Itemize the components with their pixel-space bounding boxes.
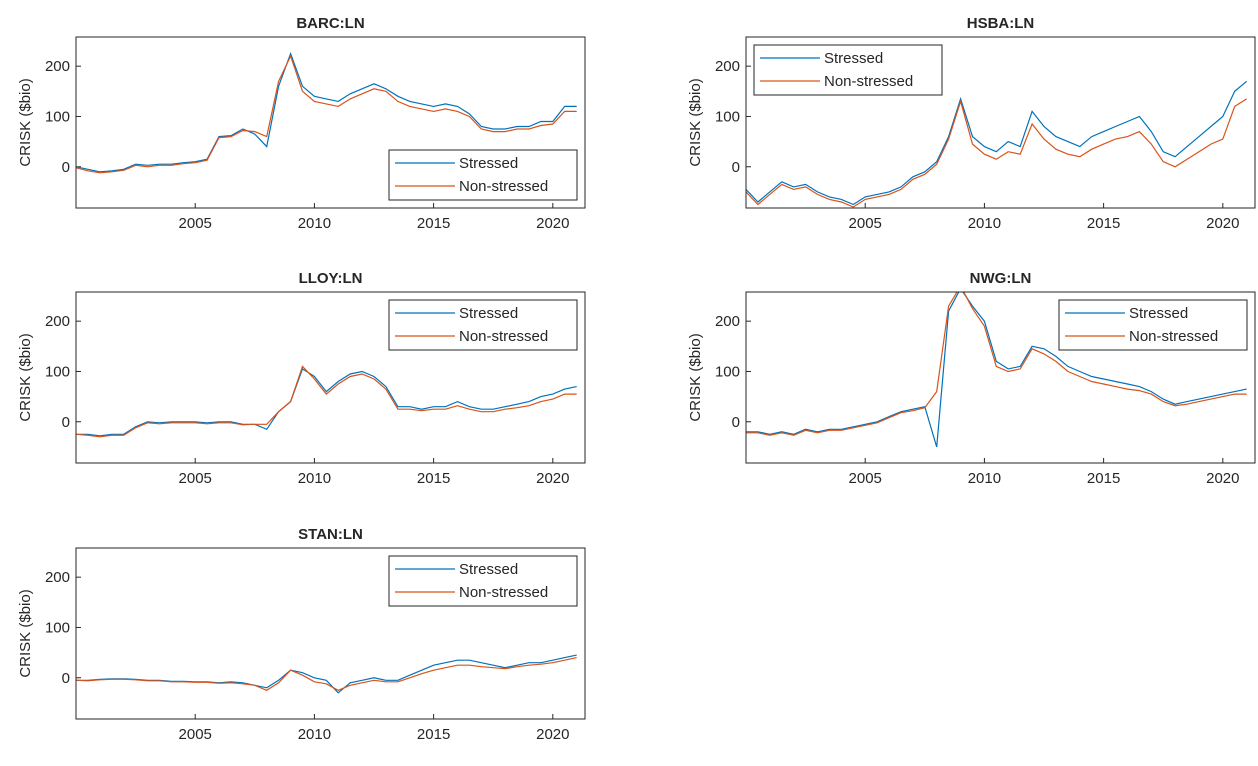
x-tick-label: 2020 — [536, 215, 569, 232]
chart-title: BARC:LN — [296, 15, 364, 32]
legend-label: Stressed — [459, 305, 518, 322]
legend-label: Stressed — [1129, 305, 1188, 322]
y-tick-label: 200 — [715, 313, 740, 330]
legend-box — [388, 555, 578, 607]
x-tick-label: 2020 — [536, 726, 569, 743]
y-tick-label: 100 — [45, 363, 70, 380]
x-tick-label: 2010 — [298, 215, 331, 232]
legend-box — [753, 44, 943, 96]
x-tick-label: 2015 — [1087, 215, 1120, 232]
legend-label: Non-stressed — [459, 328, 548, 345]
y-tick-label: 200 — [715, 58, 740, 75]
legend-label: Non-stressed — [459, 584, 548, 601]
series-line — [746, 98, 1248, 208]
y-tick-label: 0 — [62, 159, 70, 176]
axes-box — [75, 36, 586, 209]
series-line — [76, 367, 577, 437]
x-tick-label: 2015 — [1087, 470, 1120, 487]
x-tick-label: 2010 — [968, 470, 1001, 487]
x-tick-label: 2020 — [1206, 215, 1239, 232]
series-line — [746, 80, 1248, 206]
axes-box — [75, 291, 586, 464]
y-tick-label: 0 — [62, 670, 70, 687]
y-axis-label: CRISK ($bio) — [687, 78, 704, 166]
chart-title: LLOY:LN — [299, 270, 363, 287]
y-tick-label: 0 — [732, 159, 740, 176]
x-tick-label: 2005 — [179, 470, 212, 487]
series-line — [76, 51, 577, 173]
legend-label: Stressed — [459, 155, 518, 172]
series-line — [76, 54, 577, 174]
y-tick-label: 200 — [45, 58, 70, 75]
x-tick-label: 2020 — [1206, 470, 1239, 487]
x-tick-label: 2005 — [179, 726, 212, 743]
chart-title: HSBA:LN — [967, 15, 1035, 32]
y-axis-label: CRISK ($bio) — [17, 589, 34, 677]
legend-box — [388, 149, 578, 201]
y-tick-label: 200 — [45, 569, 70, 586]
y-axis-label: CRISK ($bio) — [687, 333, 704, 421]
x-tick-label: 2015 — [417, 726, 450, 743]
y-tick-label: 100 — [45, 619, 70, 636]
chart-title: STAN:LN — [298, 526, 363, 543]
series-line — [746, 292, 1247, 436]
x-tick-label: 2020 — [536, 470, 569, 487]
series-line — [76, 365, 577, 438]
legend-box — [388, 299, 578, 351]
y-tick-label: 100 — [715, 363, 740, 380]
y-axis-label: CRISK ($bio) — [17, 333, 34, 421]
axes-box — [745, 291, 1256, 464]
x-tick-label: 2015 — [417, 215, 450, 232]
y-tick-label: 100 — [715, 108, 740, 125]
subplot: LLOY:LN CRISK ($bio) 0 100 200 2005 2010 2015 20… — [17, 270, 586, 487]
chart-title: NWG:LN — [970, 270, 1032, 287]
legend-box — [1058, 299, 1248, 351]
x-tick-label: 2005 — [179, 215, 212, 232]
subplot: BARC:LN CRISK ($bio) 0 100 200 2005 2010 2015 20… — [17, 15, 586, 232]
axes-box — [745, 36, 1256, 209]
y-axis-label: CRISK ($bio) — [17, 78, 34, 166]
legend-label: Stressed — [459, 561, 518, 578]
legend-label: Stressed — [824, 50, 883, 67]
x-tick-label: 2005 — [849, 470, 882, 487]
axes-box — [75, 547, 586, 720]
y-tick-label: 200 — [45, 313, 70, 330]
subplot: HSBA:LN CRISK ($bio) 0 100 200 2005 2010 2015 20… — [687, 15, 1256, 232]
series-line — [746, 292, 1247, 448]
series-line — [76, 657, 577, 691]
y-tick-label: 0 — [732, 414, 740, 431]
x-tick-label: 2010 — [298, 726, 331, 743]
x-tick-label: 2005 — [849, 215, 882, 232]
subplot: NWG:LN CRISK ($bio) 0 100 200 2005 2010 2015 202… — [687, 270, 1256, 487]
y-tick-label: 100 — [45, 108, 70, 125]
x-tick-label: 2010 — [968, 215, 1001, 232]
y-tick-label: 0 — [62, 414, 70, 431]
subplot: STAN:LN CRISK ($bio) 0 100 200 2005 2010 2015 20… — [17, 526, 586, 743]
legend-label: Non-stressed — [824, 73, 913, 90]
x-tick-label: 2015 — [417, 470, 450, 487]
legend-label: Non-stressed — [459, 178, 548, 195]
x-tick-label: 2010 — [298, 470, 331, 487]
legend-label: Non-stressed — [1129, 328, 1218, 345]
